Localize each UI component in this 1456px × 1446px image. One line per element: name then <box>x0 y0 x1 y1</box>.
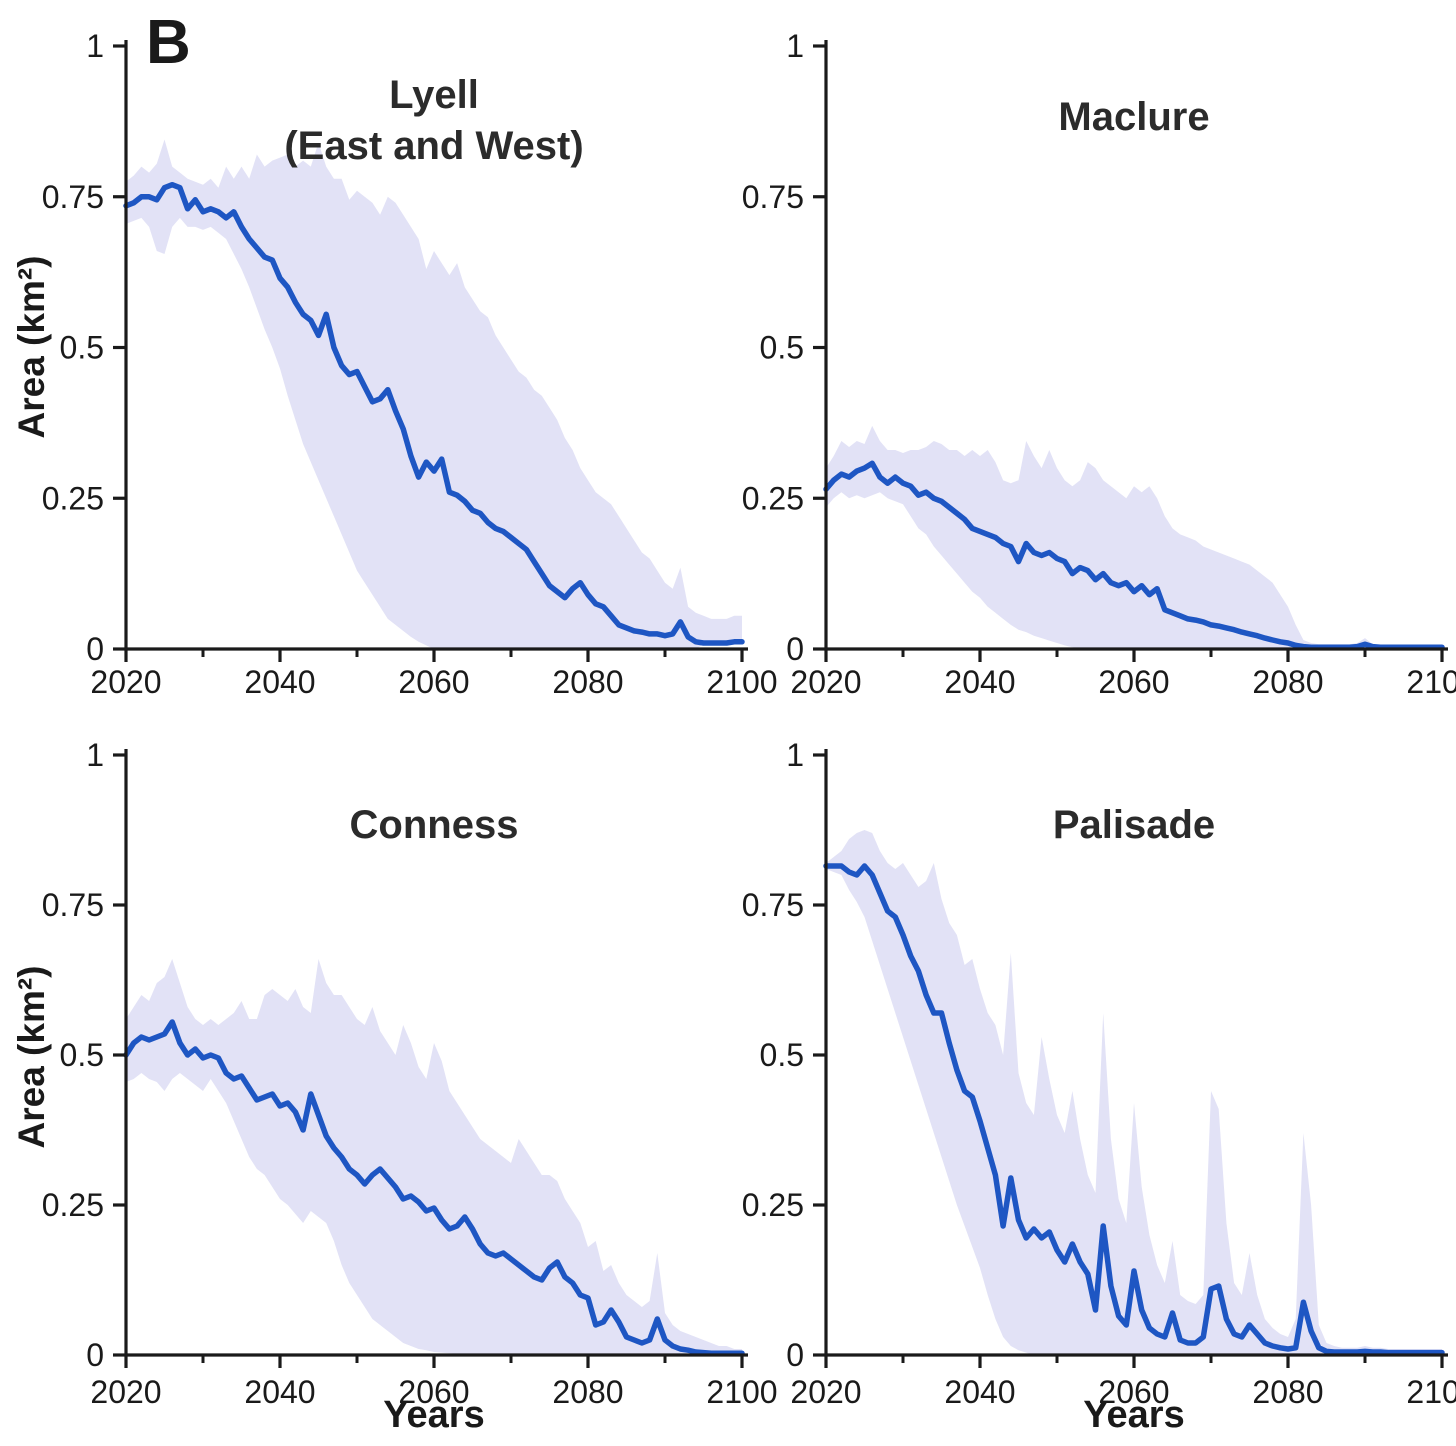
panel-3-median-line <box>823 863 1445 1356</box>
panel-1-y-tick-label: 1 <box>786 28 804 64</box>
panel-1-y-tick-label: 0.5 <box>760 330 804 366</box>
panel-2-y-tick-label: 1 <box>86 737 104 773</box>
panel-title-palisade: Palisade <box>1052 803 1216 847</box>
panel-3-x-tick-label: 2100 <box>1406 1374 1456 1410</box>
y-axis-label-bottom-row: Area (km²) <box>11 965 52 1149</box>
panel-3-y-tick-label: 0.25 <box>742 1187 804 1223</box>
panel-1-x-tick-label: 2040 <box>944 664 1015 700</box>
y-axis-label-top-row: Area (km²) <box>11 255 52 439</box>
panel-0-uncertainty-band <box>126 139 742 649</box>
panel-2: 0 0.25 0.5 0.75 1 2020 2040 2060 2080 2100 <box>42 737 778 1410</box>
panel-1-y-tick-label: 0.25 <box>742 480 804 516</box>
panel-0-x-tick-label: 2080 <box>552 664 623 700</box>
panel-3-uncertainty-band <box>826 830 1442 1355</box>
panel-2-uncertainty-band <box>126 959 742 1355</box>
panel-2-x-tick-label: 2080 <box>552 1374 623 1410</box>
panel-1-x-tick-label: 2100 <box>1406 664 1456 700</box>
panel-0-y-tick-label: 0.5 <box>60 330 104 366</box>
panel-3-y-tick-label: 1 <box>786 737 804 773</box>
panel-title-conness: Conness <box>349 803 519 847</box>
panel-2-x-tick-label: 2100 <box>706 1374 777 1410</box>
panel-1-x-tick-label: 2020 <box>790 664 861 700</box>
panel-0-y-tick-label: 0.75 <box>42 179 104 215</box>
panel-0-x-tick-label: 2060 <box>398 664 469 700</box>
panel-1-x-tick-label: 2060 <box>1098 664 1169 700</box>
panel-title-lyell-line1: Lyell <box>389 73 479 117</box>
panel-3-y-tick-label: 0 <box>786 1337 804 1373</box>
panel-2-y-tick-label: 0.5 <box>60 1037 104 1073</box>
panel-0-x-tick-label: 2100 <box>706 664 777 700</box>
panel-2-x-tick-label: 2020 <box>90 1374 161 1410</box>
panel-3-x-tick-label: 2040 <box>944 1374 1015 1410</box>
panel-3-y-tick-label: 0.5 <box>760 1037 804 1073</box>
panel-2-median-line <box>123 1019 745 1356</box>
panel-2-x-tick-label: 2040 <box>244 1374 315 1410</box>
panel-1-y-tick-label: 0 <box>786 631 804 667</box>
panel-1-median-line <box>823 460 1445 650</box>
panel-3: 0 0.25 0.5 0.75 1 2020 2040 2060 2080 2100 <box>742 737 1456 1410</box>
panel-2-y-tick-label: 0.25 <box>42 1187 104 1223</box>
panel-3-y-tick-label: 0.75 <box>742 887 804 923</box>
panel-title-lyell-line2: (East and West) <box>284 124 584 168</box>
panel-1-x-tick-label: 2080 <box>1252 664 1323 700</box>
x-axis-label-bottom-right: Years <box>1083 1394 1185 1436</box>
panel-0-median-line <box>123 181 745 646</box>
panel-2-y-tick-label: 0.75 <box>42 887 104 923</box>
panel-0-y-tick-label: 0 <box>86 631 104 667</box>
panel-0-x-tick-label: 2040 <box>244 664 315 700</box>
panel-3-x-tick-label: 2020 <box>790 1374 861 1410</box>
panel-0-y-tick-label: 1 <box>86 28 104 64</box>
panel-title-lyell: Lyell (East and West) <box>126 70 742 172</box>
panel-1: 0 0.25 0.5 0.75 1 2020 2040 2060 2080 2100 <box>742 28 1456 700</box>
panel-2-x-tick-label: 2060 <box>398 1374 469 1410</box>
panel-1-y-tick-label: 0.75 <box>742 179 804 215</box>
panel-1-uncertainty-band <box>826 425 1442 649</box>
x-axis-label-bottom-left: Years <box>383 1394 485 1436</box>
panel-0-y-tick-label: 0.25 <box>42 480 104 516</box>
panel-2-y-tick-label: 0 <box>86 1337 104 1373</box>
panel-0-x-tick-label: 2020 <box>90 664 161 700</box>
panel-title-maclure: Maclure <box>1058 95 1210 139</box>
panel-3-x-tick-label: 2060 <box>1098 1374 1169 1410</box>
panel-0: 0 0.25 0.5 0.75 1 2020 2040 2060 2080 2100 <box>42 28 778 700</box>
panel-3-x-tick-label: 2080 <box>1252 1374 1323 1410</box>
panel-letter-label: B <box>146 8 191 77</box>
